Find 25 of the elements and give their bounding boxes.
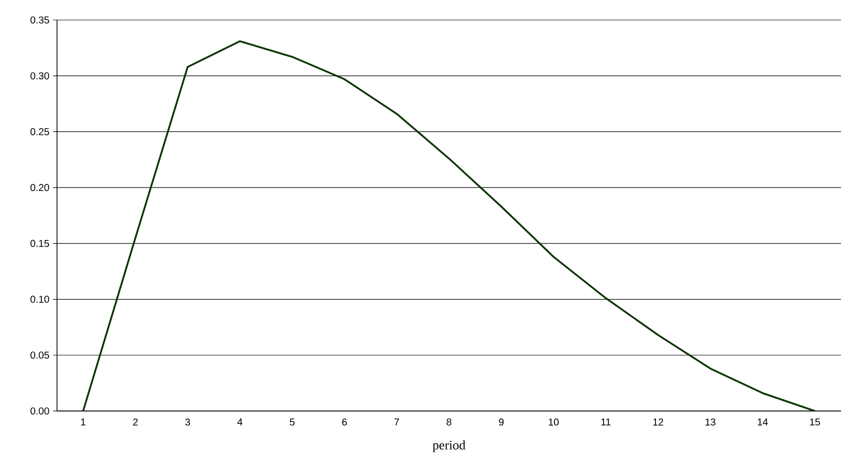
- x-tick-label: 8: [446, 418, 452, 426]
- x-tick-label: 7: [394, 418, 400, 426]
- y-tick-label: 0.30: [30, 72, 50, 80]
- y-tick-label: 0.35: [30, 16, 50, 24]
- y-tick-label: 0.05: [30, 352, 50, 359]
- x-tick-label: 2: [133, 418, 138, 426]
- x-tick-label: 6: [342, 418, 347, 426]
- x-tick-label: 3: [185, 418, 190, 426]
- x-tick-label: 12: [653, 418, 664, 426]
- x-tick-label: 1: [81, 418, 86, 426]
- x-tick-label: 10: [548, 418, 559, 426]
- y-tick-label: 0.20: [30, 184, 50, 192]
- y-tick-label: 0.00: [30, 407, 50, 415]
- x-tick-label: 11: [601, 418, 610, 426]
- x-tick-label: 4: [237, 418, 242, 426]
- y-tick-label: 0.25: [30, 128, 50, 136]
- x-tick-label: 13: [706, 418, 716, 426]
- x-axis-title: period: [432, 440, 466, 452]
- x-tick-label: 9: [498, 418, 504, 426]
- x-tick-label: 14: [758, 418, 768, 426]
- y-tick-label: 0.15: [30, 240, 50, 247]
- line-series: [82, 40, 816, 412]
- x-tick-label: 15: [810, 418, 820, 426]
- y-tick-label: 0.10: [30, 296, 50, 303]
- x-tick-label: 5: [290, 418, 295, 426]
